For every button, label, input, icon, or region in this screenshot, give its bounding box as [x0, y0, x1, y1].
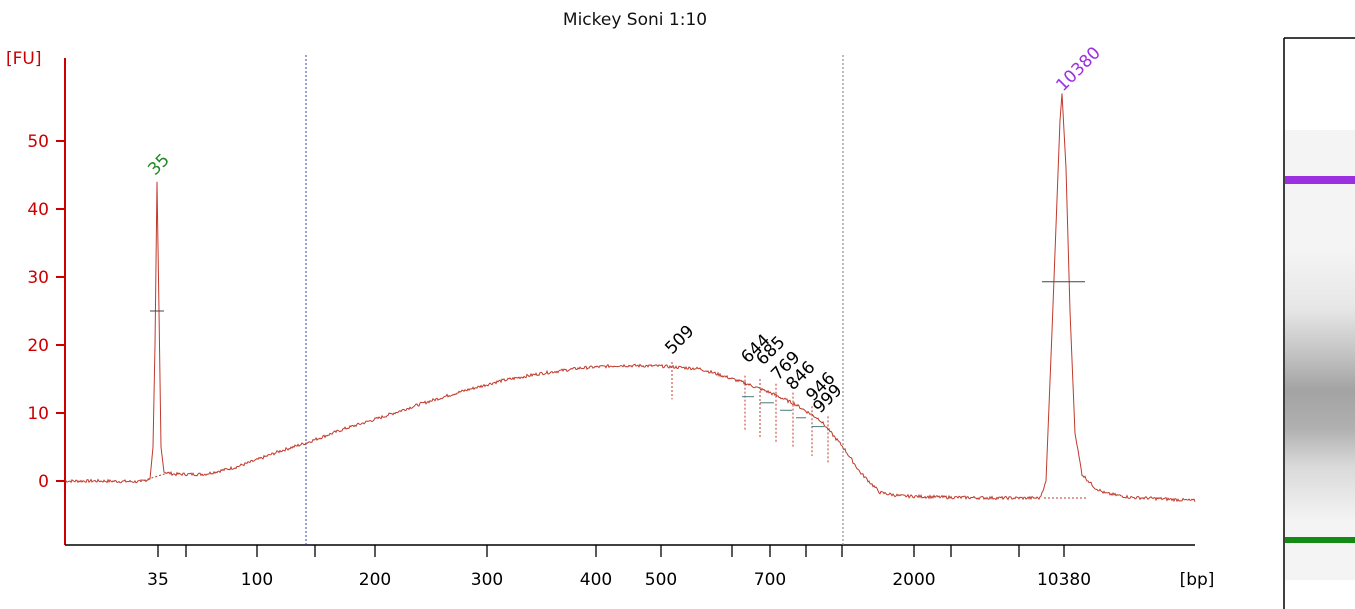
y-tick-label: 30 — [27, 268, 49, 288]
y-tick-label: 50 — [27, 132, 49, 152]
x-tick-label: 35 — [147, 570, 169, 590]
gel-smear — [1285, 250, 1355, 520]
gel-upper-marker-band — [1285, 176, 1355, 184]
electropherogram-chart: 0 10 20 30 40 50 [FU] 35 100 200 300 400 500 700 2000 1… — [6, 43, 1215, 590]
y-tick-label: 0 — [38, 472, 49, 492]
x-tick-label: 200 — [359, 570, 391, 590]
trace-line — [64, 93, 1196, 503]
x-axis-label: [bp] — [1180, 570, 1215, 590]
y-axis-label: [FU] — [6, 49, 42, 69]
x-tick-label: 700 — [754, 570, 786, 590]
x-tick-label: 400 — [580, 570, 612, 590]
y-tick-label: 10 — [27, 404, 49, 424]
gel-lower-marker-band — [1285, 537, 1355, 543]
x-tick-label: 500 — [645, 570, 677, 590]
x-tick-label: 2000 — [892, 570, 935, 590]
x-tick-label: 10380 — [1037, 570, 1091, 590]
y-tick-label: 40 — [27, 200, 49, 220]
x-tick-label: 300 — [471, 570, 503, 590]
x-tick-label: 100 — [241, 570, 273, 590]
y-tick-label: 20 — [27, 336, 49, 356]
peak-baseline-35 — [139, 471, 171, 483]
chart-title: Mickey Soni 1:10 — [562, 10, 708, 30]
